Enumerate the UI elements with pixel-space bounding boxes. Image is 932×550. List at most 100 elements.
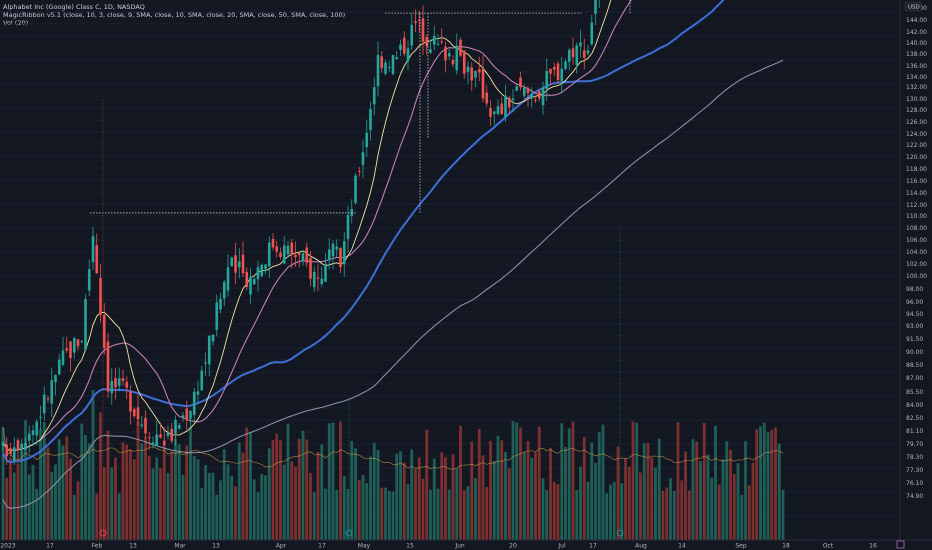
volume-bar — [781, 489, 785, 540]
candle-body — [406, 48, 410, 62]
candle-body — [84, 298, 87, 350]
time-tick-label: Apr — [276, 543, 287, 550]
time-axis-bg — [0, 540, 932, 550]
candle-body — [541, 87, 545, 106]
volume-bar — [241, 452, 245, 540]
volume-bar — [432, 458, 436, 540]
candle-body — [80, 341, 84, 343]
candle-body — [196, 391, 200, 395]
volume-bar — [196, 459, 200, 540]
candle-body — [586, 50, 590, 54]
volume-bar — [755, 429, 759, 540]
candle-body — [222, 282, 226, 299]
volume-bar — [1, 427, 5, 540]
volume-bar — [410, 449, 414, 540]
price-tick-label: 96.00 — [906, 299, 923, 306]
volume-bar — [369, 456, 372, 540]
volume-bar — [425, 429, 429, 540]
sma-50-line — [2, 0, 725, 464]
candle-body — [249, 276, 252, 295]
volume-bar — [530, 457, 534, 540]
volume-bar — [511, 421, 515, 540]
candle-body — [466, 66, 470, 72]
candle-body — [185, 408, 189, 420]
candle-body — [526, 89, 530, 93]
time-tick-label: Aug — [635, 543, 647, 550]
candle-body — [417, 19, 421, 21]
volume-bar — [612, 482, 616, 540]
candle-body — [361, 152, 365, 165]
time-axis[interactable]: 2023 17 Feb 13 Mar 13 Apr 17 May 15 Jun 20 Jul 17 Aug 1… — [0, 529, 932, 550]
candle-body — [264, 264, 267, 269]
candle-body — [72, 338, 76, 353]
volume-bar — [357, 480, 361, 540]
earnings-marker — [616, 529, 624, 537]
price-tick-label: 108.00 — [906, 225, 927, 232]
volume-bar — [526, 441, 530, 540]
candle-body — [481, 68, 485, 99]
volume-bar — [549, 447, 552, 540]
candle-body — [410, 24, 414, 46]
volume-bar — [560, 423, 564, 540]
price-tick-label: 85.50 — [906, 389, 923, 396]
price-tick-label: 90.00 — [906, 349, 923, 356]
candle-body — [451, 60, 455, 65]
volume-bar — [275, 433, 279, 540]
volume-bar — [774, 427, 777, 540]
time-tick-label: 13 — [212, 543, 220, 550]
volume-bar — [777, 443, 781, 540]
price-tick-label: 77.30 — [906, 467, 923, 474]
time-tick-label: 17 — [46, 543, 54, 550]
volume-bar — [361, 475, 365, 540]
symbol-title[interactable]: Alphabet Inc (Google) Class C, 1D, NASDA… — [3, 3, 145, 11]
candle-body — [440, 41, 444, 43]
candle-body — [87, 269, 91, 291]
magic-ribbon-indicator-label[interactable]: MagicRibbon v5.1 (close, 10, 3, close, 9… — [3, 11, 346, 19]
volume-bar — [230, 475, 234, 540]
volume-bar — [110, 467, 114, 540]
candle-body — [155, 434, 159, 447]
candle-body — [387, 66, 391, 68]
candle-body — [211, 334, 215, 342]
candle-body — [301, 253, 305, 261]
volume-bar — [256, 492, 260, 540]
earnings-marker — [345, 529, 353, 537]
candle-body — [579, 42, 582, 47]
volume-bar — [76, 481, 80, 540]
candle-body — [144, 417, 147, 434]
volume-indicator-label[interactable]: Vol (20) — [3, 19, 29, 27]
volume-bar — [61, 445, 65, 540]
time-tick-label: 15 — [406, 543, 414, 550]
price-tick-label: 126.00 — [906, 119, 927, 126]
volume-bar — [631, 421, 635, 540]
volume-bar — [249, 432, 252, 540]
candle-body — [354, 175, 357, 203]
price-tick-label: 76.10 — [906, 480, 923, 487]
volume-bar — [9, 457, 12, 540]
candle-body — [279, 252, 282, 258]
volume-bar — [706, 454, 710, 540]
volume-bar — [702, 423, 706, 540]
volume-bar — [170, 451, 174, 540]
time-axis-settings-icon — [896, 540, 905, 549]
candle-body — [399, 44, 402, 50]
candle-body — [76, 339, 80, 347]
volume-bar — [417, 457, 421, 540]
volume-bar — [477, 429, 481, 540]
volume-bar — [672, 490, 676, 540]
candle-body — [12, 447, 16, 462]
volume-bar — [485, 487, 489, 540]
volume-bar — [200, 488, 204, 540]
candle-body — [46, 398, 50, 400]
volume-bar — [732, 474, 736, 540]
candle-body — [61, 350, 65, 365]
volume-bar — [54, 464, 57, 540]
price-tick-label: 87.00 — [906, 375, 923, 382]
volume-bar — [455, 468, 459, 540]
candle-body — [455, 45, 459, 71]
price-axis[interactable]: 146.00144.00142.00140.00138.00136.00134.… — [899, 0, 932, 550]
volume-bar — [721, 459, 725, 540]
candle-body — [132, 409, 136, 417]
candle-body — [549, 68, 552, 74]
